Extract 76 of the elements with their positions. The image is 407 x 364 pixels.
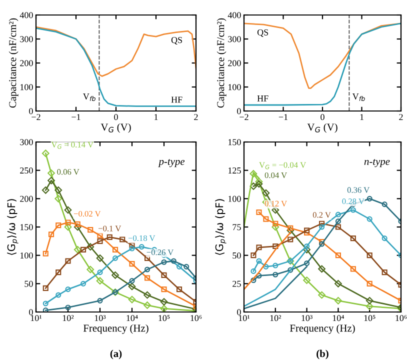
series-label: 0.06 V [57, 169, 80, 175]
y-axis-title: Capacitance (nF/cm²) [8, 18, 18, 108]
x-tick-label: 10² [270, 315, 282, 322]
series-label: 0.12 V [264, 200, 287, 206]
annotation: n-type [364, 159, 390, 168]
x-tick-label: −1 [72, 114, 80, 120]
y-tick-label: 200 [228, 60, 241, 66]
y-tick-label: 200 [20, 60, 33, 66]
x-tick-label: 10³ [94, 315, 106, 322]
x-axis-title: V$_{G}$ (V) [307, 123, 338, 133]
y-tick-label: 300 [20, 36, 33, 42]
x-tick-label: 1 [360, 114, 364, 120]
x-tick-label: 10³ [302, 315, 312, 322]
x-tick-label: 0 [320, 114, 324, 120]
series-label: V$_{G}$ = −0.04 V [259, 162, 306, 170]
y-tick-label: 0 [29, 108, 33, 114]
y-axis-title: Capacitance (nF/cm²) [216, 18, 226, 108]
series-label: HF [171, 96, 182, 103]
series-label: 0.28 V [342, 198, 364, 204]
y-tick-label: 0 [237, 108, 241, 114]
ref-line-label: V$_{fb}$ [83, 94, 96, 101]
y-tick-label: 200 [20, 196, 33, 202]
y-tick-label: 300 [20, 139, 33, 146]
series-label: −0.26 V [146, 250, 174, 256]
x-axis-title: V$_{G}$ (V) [100, 123, 131, 133]
series-label: HF [257, 96, 268, 102]
x-tick-label: 10⁴ [126, 315, 138, 322]
y-tick-label: 400 [228, 12, 241, 18]
x-tick-label: 10⁴ [332, 315, 344, 322]
x-tick-label: 10⁶ [396, 315, 407, 322]
text: (a) [110, 350, 122, 360]
series-label: 0.2 V [312, 212, 331, 218]
series-label: V$_{G}$ = 0.14 V [51, 142, 94, 149]
y-axis-title: ⟨G$_{p}$⟩/ω (pF) [7, 199, 18, 255]
series-label: QS [257, 29, 268, 37]
y-tick-label: 150 [228, 139, 241, 146]
y-tick-label: 100 [20, 252, 33, 259]
series-label: −0.02 V [74, 210, 101, 217]
text: (b) [316, 350, 328, 360]
x-tick-label: 10⁶ [190, 315, 202, 322]
y-tick-label: 150 [20, 224, 33, 230]
y-tick-label: 0 [237, 309, 241, 316]
x-axis-title: Frequency (Hz) [290, 324, 355, 334]
series-label: 0.36 V [347, 187, 370, 193]
y-tick-label: 250 [20, 167, 33, 174]
y-tick-label: 25 [232, 280, 241, 287]
y-tick-label: 125 [228, 167, 241, 174]
ref-line-label: V$_{fb}$ [352, 94, 365, 101]
y-tick-label: 75 [232, 224, 241, 230]
y-axis-title: ⟨G$_{p}$⟩/ω (pF) [215, 199, 226, 255]
y-tick-label: 50 [24, 280, 33, 287]
x-axis-title: Frequency (Hz) [83, 324, 148, 334]
x-tick-label: −1 [278, 114, 288, 120]
series-label: QS [171, 37, 182, 44]
y-tick-label: 400 [20, 12, 33, 18]
annotation: p-type [158, 159, 185, 168]
y-tick-label: 300 [228, 36, 241, 42]
y-tick-label: 100 [228, 196, 241, 202]
y-tick-label: 100 [228, 84, 241, 90]
series-label: 0.04 V [264, 172, 287, 178]
x-tick-label: −2 [240, 114, 248, 120]
x-tick-label: 10² [62, 315, 74, 322]
y-tick-label: 50 [232, 252, 241, 259]
x-tick-label: 1 [154, 114, 158, 120]
x-tick-label: 2 [194, 114, 198, 120]
x-tick-label: 2 [399, 114, 403, 120]
x-tick-label: −2 [32, 114, 40, 120]
y-tick-label: 0 [29, 309, 33, 316]
x-tick-label: 0 [114, 114, 118, 120]
x-tick-label: 10¹ [30, 315, 42, 322]
y-tick-label: 100 [20, 84, 33, 90]
x-tick-label: 10⁵ [158, 315, 170, 322]
series-label: −0.1 V [98, 226, 122, 232]
x-tick-label: 10⁵ [364, 315, 376, 322]
series-label: −0.18 V [128, 235, 156, 242]
x-tick-label: 10¹ [238, 315, 250, 322]
